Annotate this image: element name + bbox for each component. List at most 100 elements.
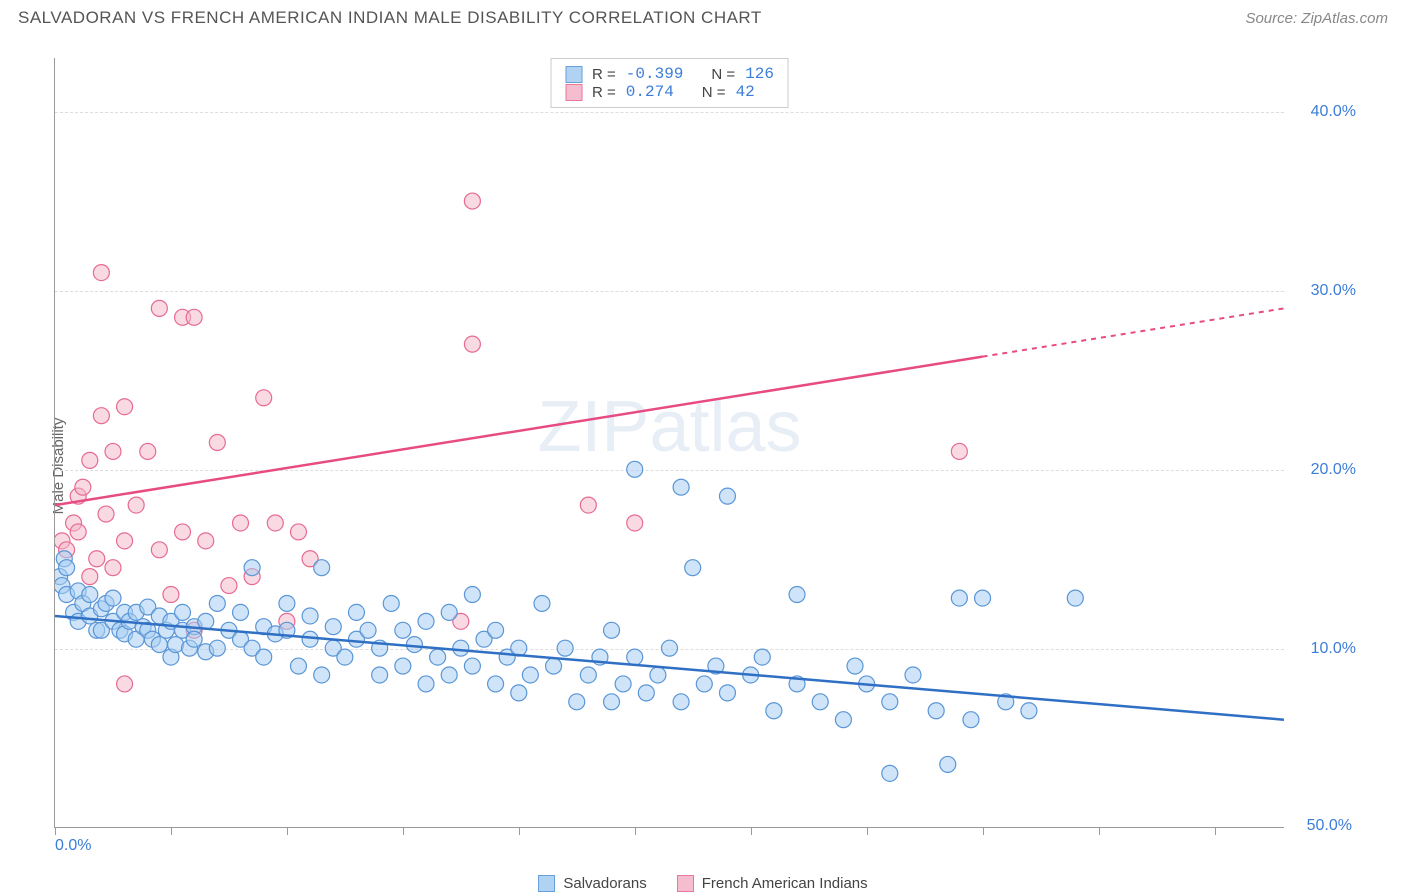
legend-row-1: R = -0.399 N = 126	[565, 65, 774, 83]
scatter-point	[928, 703, 944, 719]
x-tick	[287, 827, 288, 835]
scatter-point	[464, 658, 480, 674]
scatter-point	[105, 560, 121, 576]
n-value-2: 42	[736, 83, 755, 101]
scatter-point	[337, 649, 353, 665]
scatter-point	[673, 694, 689, 710]
scatter-point	[882, 765, 898, 781]
scatter-point	[789, 587, 805, 603]
y-tick-label: 20.0%	[1296, 461, 1356, 479]
scatter-point	[488, 622, 504, 638]
scatter-point	[267, 515, 283, 531]
scatter-point	[256, 390, 272, 406]
scatter-point	[75, 479, 91, 495]
scatter-point	[441, 667, 457, 683]
scatter-point	[186, 631, 202, 647]
scatter-point	[82, 569, 98, 585]
x-tick	[1099, 827, 1100, 835]
scatter-point	[93, 408, 109, 424]
x-tick	[55, 827, 56, 835]
scatter-point	[175, 604, 191, 620]
x-tick-label: 0.0%	[55, 837, 91, 855]
scatter-point	[963, 712, 979, 728]
r-value-1: -0.399	[626, 65, 684, 83]
scatter-point	[662, 640, 678, 656]
x-tick-label: 50.0%	[1307, 817, 1352, 835]
scatter-point	[175, 524, 191, 540]
scatter-point	[360, 622, 376, 638]
scatter-point	[696, 676, 712, 692]
scatter-point	[198, 533, 214, 549]
scatter-point	[383, 595, 399, 611]
scatter-point	[882, 694, 898, 710]
scatter-point	[117, 676, 133, 692]
x-tick	[867, 827, 868, 835]
scatter-point	[151, 300, 167, 316]
scatter-point	[441, 604, 457, 620]
scatter-point	[395, 658, 411, 674]
x-tick	[635, 827, 636, 835]
scatter-point	[488, 676, 504, 692]
chart-title: SALVADORAN VS FRENCH AMERICAN INDIAN MAL…	[18, 8, 762, 28]
scatter-point	[105, 443, 121, 459]
n-label: N =	[702, 84, 726, 101]
scatter-point	[453, 640, 469, 656]
legend-swatch-blue	[538, 875, 555, 892]
scatter-point	[151, 542, 167, 558]
scatter-point	[719, 488, 735, 504]
scatter-point	[151, 637, 167, 653]
source-attribution: Source: ZipAtlas.com	[1245, 10, 1388, 27]
legend-swatch-pink	[677, 875, 694, 892]
y-tick-label: 40.0%	[1296, 103, 1356, 121]
x-tick	[983, 827, 984, 835]
scatter-point	[615, 676, 631, 692]
scatter-point	[82, 452, 98, 468]
scatter-point	[627, 649, 643, 665]
correlation-legend: R = -0.399 N = 126 R = 0.274 N = 42	[550, 58, 789, 108]
scatter-point	[604, 622, 620, 638]
scatter-point	[221, 578, 237, 594]
scatter-point	[951, 590, 967, 606]
scatter-point	[325, 619, 341, 635]
r-value-2: 0.274	[626, 83, 674, 101]
trend-line-extrapolated	[983, 308, 1284, 356]
scatter-point	[1067, 590, 1083, 606]
scatter-point	[719, 685, 735, 701]
scatter-point	[511, 685, 527, 701]
scatter-point	[89, 551, 105, 567]
scatter-point	[685, 560, 701, 576]
scatter-point	[418, 676, 434, 692]
scatter-point	[59, 560, 75, 576]
scatter-point	[464, 336, 480, 352]
trend-line	[55, 357, 983, 505]
scatter-point	[754, 649, 770, 665]
scatter-point	[418, 613, 434, 629]
scatter-point	[70, 524, 86, 540]
x-tick	[403, 827, 404, 835]
scatter-point	[546, 658, 562, 674]
x-tick	[519, 827, 520, 835]
scatter-point	[812, 694, 828, 710]
x-tick	[171, 827, 172, 835]
scatter-point	[105, 590, 121, 606]
scatter-point	[93, 265, 109, 281]
legend-label: French American Indians	[702, 875, 868, 892]
scatter-point	[766, 703, 782, 719]
scatter-point	[233, 515, 249, 531]
legend-swatch-pink	[565, 84, 582, 101]
scatter-point	[627, 515, 643, 531]
scatter-point	[534, 595, 550, 611]
scatter-point	[1021, 703, 1037, 719]
scatter-point	[209, 435, 225, 451]
scatter-point	[580, 667, 596, 683]
scatter-point	[673, 479, 689, 495]
scatter-point	[464, 587, 480, 603]
scatter-point	[569, 694, 585, 710]
scatter-svg	[55, 58, 1284, 827]
scatter-point	[951, 443, 967, 459]
scatter-point	[372, 667, 388, 683]
scatter-point	[604, 694, 620, 710]
scatter-point	[198, 613, 214, 629]
scatter-point	[128, 497, 144, 513]
scatter-point	[975, 590, 991, 606]
